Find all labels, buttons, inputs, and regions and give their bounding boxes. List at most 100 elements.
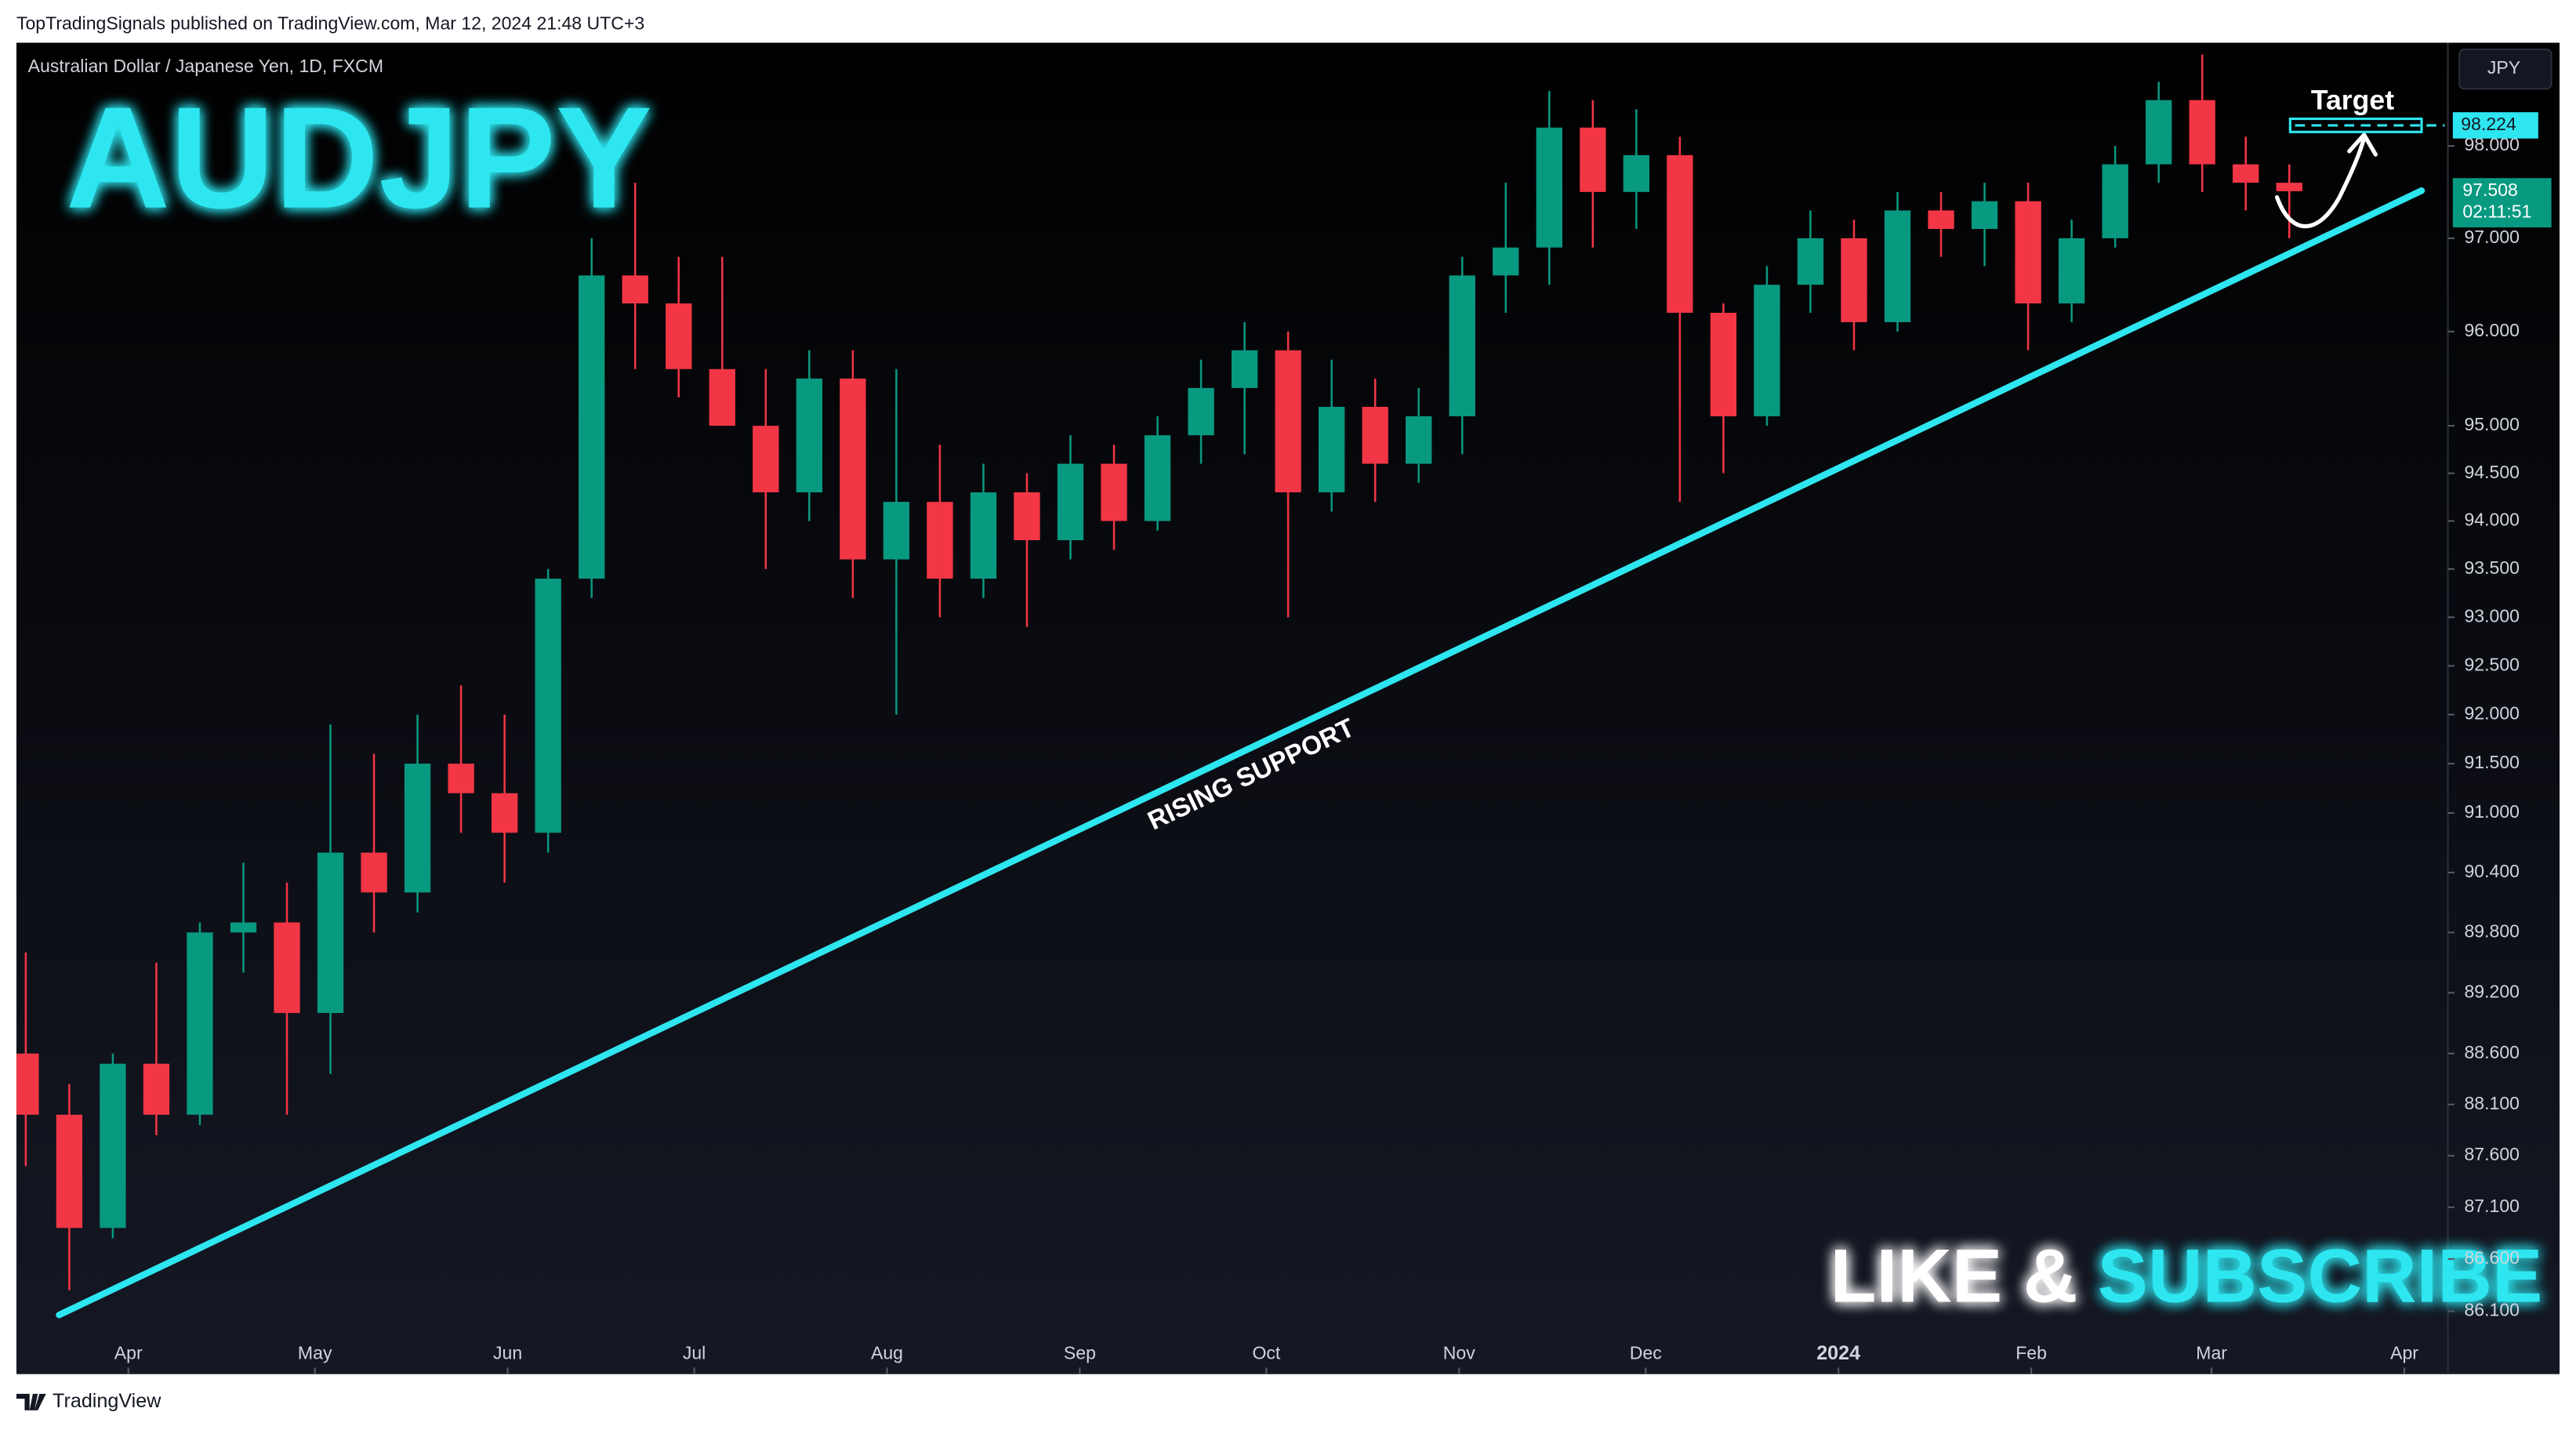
tradingview-logo [16,1393,46,1410]
y-tick-label: 88.100 [2464,1093,2519,1113]
last-price-tag [2452,178,2552,228]
candle-body [622,275,648,304]
y-tick-label: 94.500 [2464,462,2519,482]
candle-body [709,368,735,426]
x-tick-label: Nov [1443,1343,1475,1363]
candle-body [1580,127,1606,192]
candle-body [143,1063,170,1115]
candle-body [1971,201,1998,230]
x-tick-label: 2024 [1816,1342,1860,1364]
countdown-label: 02:11:51 [2462,201,2531,221]
candle-body [666,303,692,369]
candle-body [1188,387,1214,436]
candle-body [1231,350,1258,388]
candle-body [2015,201,2041,304]
last-price-label: 97.508 [2462,180,2517,200]
candle-body [579,275,605,579]
candle-body [883,502,910,560]
candle-body [274,922,300,1014]
candle-body [2058,238,2085,304]
x-tick-label: Apr [114,1343,143,1363]
symbol-title: Australian Dollar / Japanese Yen, 1D, FX… [28,56,383,76]
x-tick-label: Sep [1064,1343,1096,1363]
candle-body [927,502,953,579]
y-tick-label: 89.200 [2464,981,2519,1001]
candle-body [1667,154,1693,313]
target-price-label: 98.224 [2461,114,2516,134]
candle-body [317,852,344,1014]
candle-body [1101,463,1127,521]
y-tick-label: 91.500 [2464,752,2519,772]
candle-body [1797,238,1824,285]
y-tick-label: 95.000 [2464,414,2519,434]
y-tick-label: 88.600 [2464,1042,2519,1062]
subscribe-text: SUBSCRIBE [2098,1235,2543,1319]
candle-body [1841,238,1867,322]
candle-body [1449,275,1475,417]
rising-support-line [56,187,2425,1319]
y-tick-label: 92.000 [2464,703,2519,724]
x-tick-label: Feb [2015,1343,2047,1363]
currency-box [2458,48,2552,90]
y-tick-label: 87.100 [2464,1196,2519,1216]
candle-body [230,922,257,933]
y-tick-label: 97.000 [2464,227,2519,247]
candle-body [361,852,387,893]
candle-body [100,1063,126,1229]
candle-body [2146,100,2172,165]
ticker-title: AUDJPY [66,78,652,239]
y-tick-label: 86.600 [2464,1247,2519,1268]
y-tick-label: 86.100 [2464,1300,2519,1320]
candle-body [1536,127,1562,248]
candle-body [1754,285,1780,417]
candle-body [2189,100,2215,165]
chart-panel [16,42,2560,1374]
target-arrow [2274,136,2367,229]
candle-body [2102,164,2128,238]
candle-body [1928,210,1954,230]
candle-body [1406,416,1432,464]
x-tick-label: Mar [2196,1343,2227,1363]
candle-body [448,764,474,793]
y-tick-label: 93.000 [2464,605,2519,626]
target-label: Target [2311,84,2394,115]
publisher-note: TopTradingSignals published on TradingVi… [16,13,644,34]
candle-body [2233,164,2259,183]
candle-body [1014,492,1040,541]
candle-body [187,932,213,1115]
target-arrowhead [2347,132,2378,157]
x-tick-label: May [298,1343,332,1363]
candle-body [535,579,561,833]
x-tick-label: Apr [2390,1343,2418,1363]
candle-body [1362,406,1388,464]
candle-body [1710,312,1737,417]
currency-label: JPY [2487,57,2520,78]
x-tick-label: Jun [493,1343,522,1363]
candle-body [491,793,518,833]
candle-body [2276,183,2302,191]
candle-body [970,492,997,579]
y-tick-label: 93.500 [2464,557,2519,578]
like-subscribe: LIKE & SUBSCRIBE [1830,1235,2543,1319]
candle-body [796,378,823,492]
x-tick-label: Dec [1630,1343,1662,1363]
y-tick-label: 91.000 [2464,801,2519,822]
candle-body [56,1114,83,1229]
target-price-tag [2452,112,2538,139]
candle-body [753,426,779,492]
candle-body [1144,435,1171,521]
candles [16,54,2302,1290]
y-tick-label: 92.500 [2464,654,2519,674]
x-tick-label: Jul [683,1343,706,1363]
candle-body [1884,210,1911,322]
candle-body [1493,247,1519,276]
y-tick-label: 90.400 [2464,861,2519,881]
candle-body [16,1053,39,1115]
like-text: LIKE & [1830,1235,2078,1319]
candle-body [1057,463,1084,541]
candle-body [1623,154,1650,192]
y-tick-label: 89.800 [2464,920,2519,941]
target-box [2288,117,2423,133]
